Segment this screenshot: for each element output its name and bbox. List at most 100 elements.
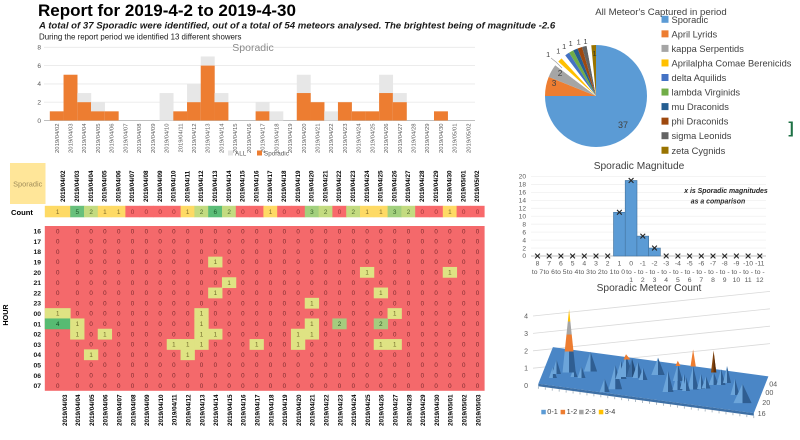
svg-text:6: 6 [37, 63, 41, 70]
svg-text:2: 2 [352, 209, 356, 216]
svg-text:18: 18 [33, 249, 41, 256]
svg-text:0: 0 [324, 372, 328, 379]
svg-text:0: 0 [476, 311, 480, 318]
svg-text:2019/04/17: 2019/04/17 [261, 124, 267, 153]
svg-text:0: 0 [255, 209, 259, 216]
svg-text:to -: to - [673, 269, 683, 276]
svg-text:06: 06 [33, 373, 41, 380]
svg-text:0: 0 [131, 362, 135, 369]
svg-text:0: 0 [76, 372, 80, 379]
svg-text:0: 0 [158, 259, 162, 266]
svg-text:0: 0 [421, 331, 425, 338]
svg-text:2019/04/28: 2019/04/28 [406, 394, 413, 426]
svg-text:0: 0 [255, 249, 259, 256]
svg-text:01: 01 [33, 321, 41, 328]
svg-text:1: 1 [379, 209, 383, 216]
svg-text:0: 0 [227, 290, 231, 297]
svg-text:0: 0 [296, 300, 300, 307]
svg-text:0: 0 [158, 280, 162, 287]
svg-text:0: 0 [145, 228, 149, 235]
svg-text:9: 9 [723, 277, 727, 284]
svg-text:0: 0 [76, 352, 80, 359]
svg-text:1: 1 [200, 321, 204, 328]
svg-text:0: 0 [172, 269, 176, 276]
svg-text:0: 0 [338, 209, 342, 216]
svg-text:0: 0 [214, 362, 218, 369]
svg-text:1: 1 [186, 352, 190, 359]
svg-text:0: 0 [227, 300, 231, 307]
svg-text:0: 0 [227, 383, 231, 390]
svg-text:0: 0 [117, 311, 121, 318]
svg-text:0: 0 [172, 372, 176, 379]
svg-text:0: 0 [421, 321, 425, 328]
svg-text:0: 0 [324, 269, 328, 276]
svg-text:to 5: to 5 [555, 269, 567, 276]
svg-text:2019/04/30: 2019/04/30 [434, 394, 441, 426]
svg-text:0: 0 [145, 331, 149, 338]
svg-text:0: 0 [283, 269, 287, 276]
svg-text:0: 0 [269, 331, 273, 338]
svg-text:0: 0 [476, 259, 480, 266]
svg-text:0: 0 [283, 249, 287, 256]
svg-text:0: 0 [227, 352, 231, 359]
svg-text:0: 0 [283, 239, 287, 246]
svg-text:1: 1 [172, 342, 176, 349]
svg-text:-11: -11 [755, 261, 765, 268]
svg-text:0: 0 [324, 321, 328, 328]
svg-text:to 3: to 3 [579, 269, 591, 276]
svg-text:0: 0 [434, 331, 438, 338]
svg-text:0: 0 [629, 261, 633, 268]
svg-text:0: 0 [172, 383, 176, 390]
svg-text:0: 0 [76, 300, 80, 307]
svg-text:0: 0 [476, 321, 480, 328]
svg-text:0: 0 [310, 228, 314, 235]
svg-text:2019/04/11: 2019/04/11 [172, 394, 179, 426]
svg-text:23: 23 [33, 301, 41, 308]
svg-text:0: 0 [158, 321, 162, 328]
svg-text:3: 3 [594, 261, 598, 268]
svg-text:0: 0 [117, 259, 121, 266]
svg-text:0: 0 [338, 228, 342, 235]
svg-text:0: 0 [296, 311, 300, 318]
svg-text:0: 0 [158, 249, 162, 256]
svg-text:2: 2 [89, 209, 93, 216]
svg-text:0: 0 [117, 239, 121, 246]
svg-text:0: 0 [310, 239, 314, 246]
svg-text:0: 0 [310, 249, 314, 256]
svg-text:0: 0 [421, 362, 425, 369]
svg-text:0: 0 [227, 321, 231, 328]
svg-text:0: 0 [324, 362, 328, 369]
svg-text:0: 0 [448, 249, 452, 256]
svg-text:2019/04/04: 2019/04/04 [82, 123, 88, 153]
svg-text:1: 1 [448, 269, 452, 276]
svg-text:2019/04/25: 2019/04/25 [378, 170, 385, 202]
svg-text:-10: -10 [743, 261, 753, 268]
svg-text:2019/04/12: 2019/04/12 [198, 170, 205, 202]
svg-text:0: 0 [103, 239, 107, 246]
svg-text:0: 0 [407, 239, 411, 246]
svg-text:to -: to - [755, 269, 765, 276]
svg-text:1: 1 [200, 311, 204, 318]
svg-text:1: 1 [618, 261, 622, 268]
svg-text:0: 0 [255, 362, 259, 369]
svg-text:0: 0 [227, 239, 231, 246]
svg-text:2019/04/20: 2019/04/20 [296, 394, 303, 426]
svg-text:0: 0 [241, 259, 245, 266]
svg-text:0: 0 [296, 259, 300, 266]
svg-text:1: 1 [76, 321, 80, 328]
svg-text:0: 0 [407, 362, 411, 369]
svg-text:0: 0 [434, 228, 438, 235]
svg-text:0: 0 [214, 280, 218, 287]
svg-text:0: 0 [393, 383, 397, 390]
svg-text:0: 0 [338, 239, 342, 246]
svg-text:0: 0 [434, 209, 438, 216]
svg-text:-8: -8 [722, 261, 728, 268]
svg-text:0: 0 [214, 311, 218, 318]
svg-text:0: 0 [476, 280, 480, 287]
svg-text:2019/04/13: 2019/04/13 [206, 123, 212, 153]
svg-text:0: 0 [379, 228, 383, 235]
svg-text:0: 0 [158, 300, 162, 307]
svg-text:0: 0 [352, 372, 356, 379]
svg-text:0: 0 [421, 311, 425, 318]
svg-text:0: 0 [241, 362, 245, 369]
